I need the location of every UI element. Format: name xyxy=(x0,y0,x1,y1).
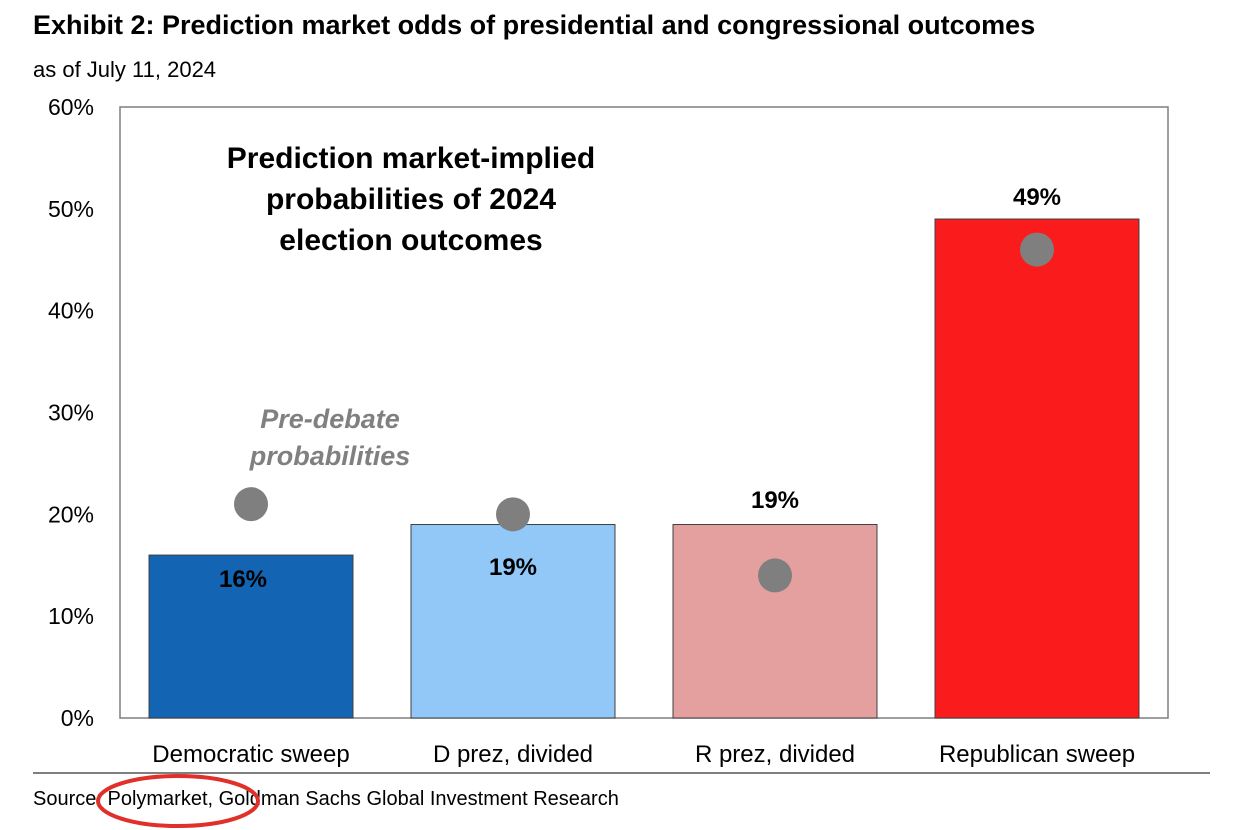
exhibit-title: Exhibit 2: Prediction market odds of pre… xyxy=(33,10,1036,40)
y-tick-label: 60% xyxy=(48,94,94,120)
bar xyxy=(672,524,878,719)
y-tick-label: 0% xyxy=(61,705,94,731)
x-category-label: R prez, divided xyxy=(695,741,855,768)
pre-debate-annotation: Pre-debate xyxy=(260,404,400,434)
source-divider xyxy=(33,772,1210,774)
x-category-label: D prez, divided xyxy=(433,741,593,768)
data-label: 16% xyxy=(219,566,267,593)
pre-debate-dot xyxy=(234,487,268,522)
x-category-label: Democratic sweep xyxy=(152,741,349,768)
data-label: 19% xyxy=(751,487,799,514)
chart-title-line: Prediction market-implied xyxy=(227,142,595,175)
y-tick-label: 50% xyxy=(48,196,94,222)
bar xyxy=(410,524,616,719)
y-tick-label: 10% xyxy=(48,603,94,629)
chart-title-line: election outcomes xyxy=(279,224,542,257)
data-label: 49% xyxy=(1013,184,1061,211)
y-tick-label: 20% xyxy=(48,501,94,527)
pre-debate-dot xyxy=(496,497,530,532)
source-note: Source: Polymarket, Goldman Sachs Global… xyxy=(33,788,619,810)
y-tick-label: 30% xyxy=(48,400,94,426)
pre-debate-dot xyxy=(1020,232,1054,267)
bar xyxy=(934,218,1140,719)
pre-debate-dot xyxy=(758,558,792,593)
exhibit-subtitle: as of July 11, 2024 xyxy=(33,57,217,82)
chart-title-line: probabilities of 2024 xyxy=(266,183,556,216)
bar xyxy=(148,554,354,719)
pre-debate-annotation: probabilities xyxy=(249,441,411,471)
plot-frame xyxy=(119,106,1169,719)
data-label: 19% xyxy=(489,554,537,581)
y-tick-label: 40% xyxy=(48,298,94,324)
x-category-label: Republican sweep xyxy=(939,741,1135,768)
